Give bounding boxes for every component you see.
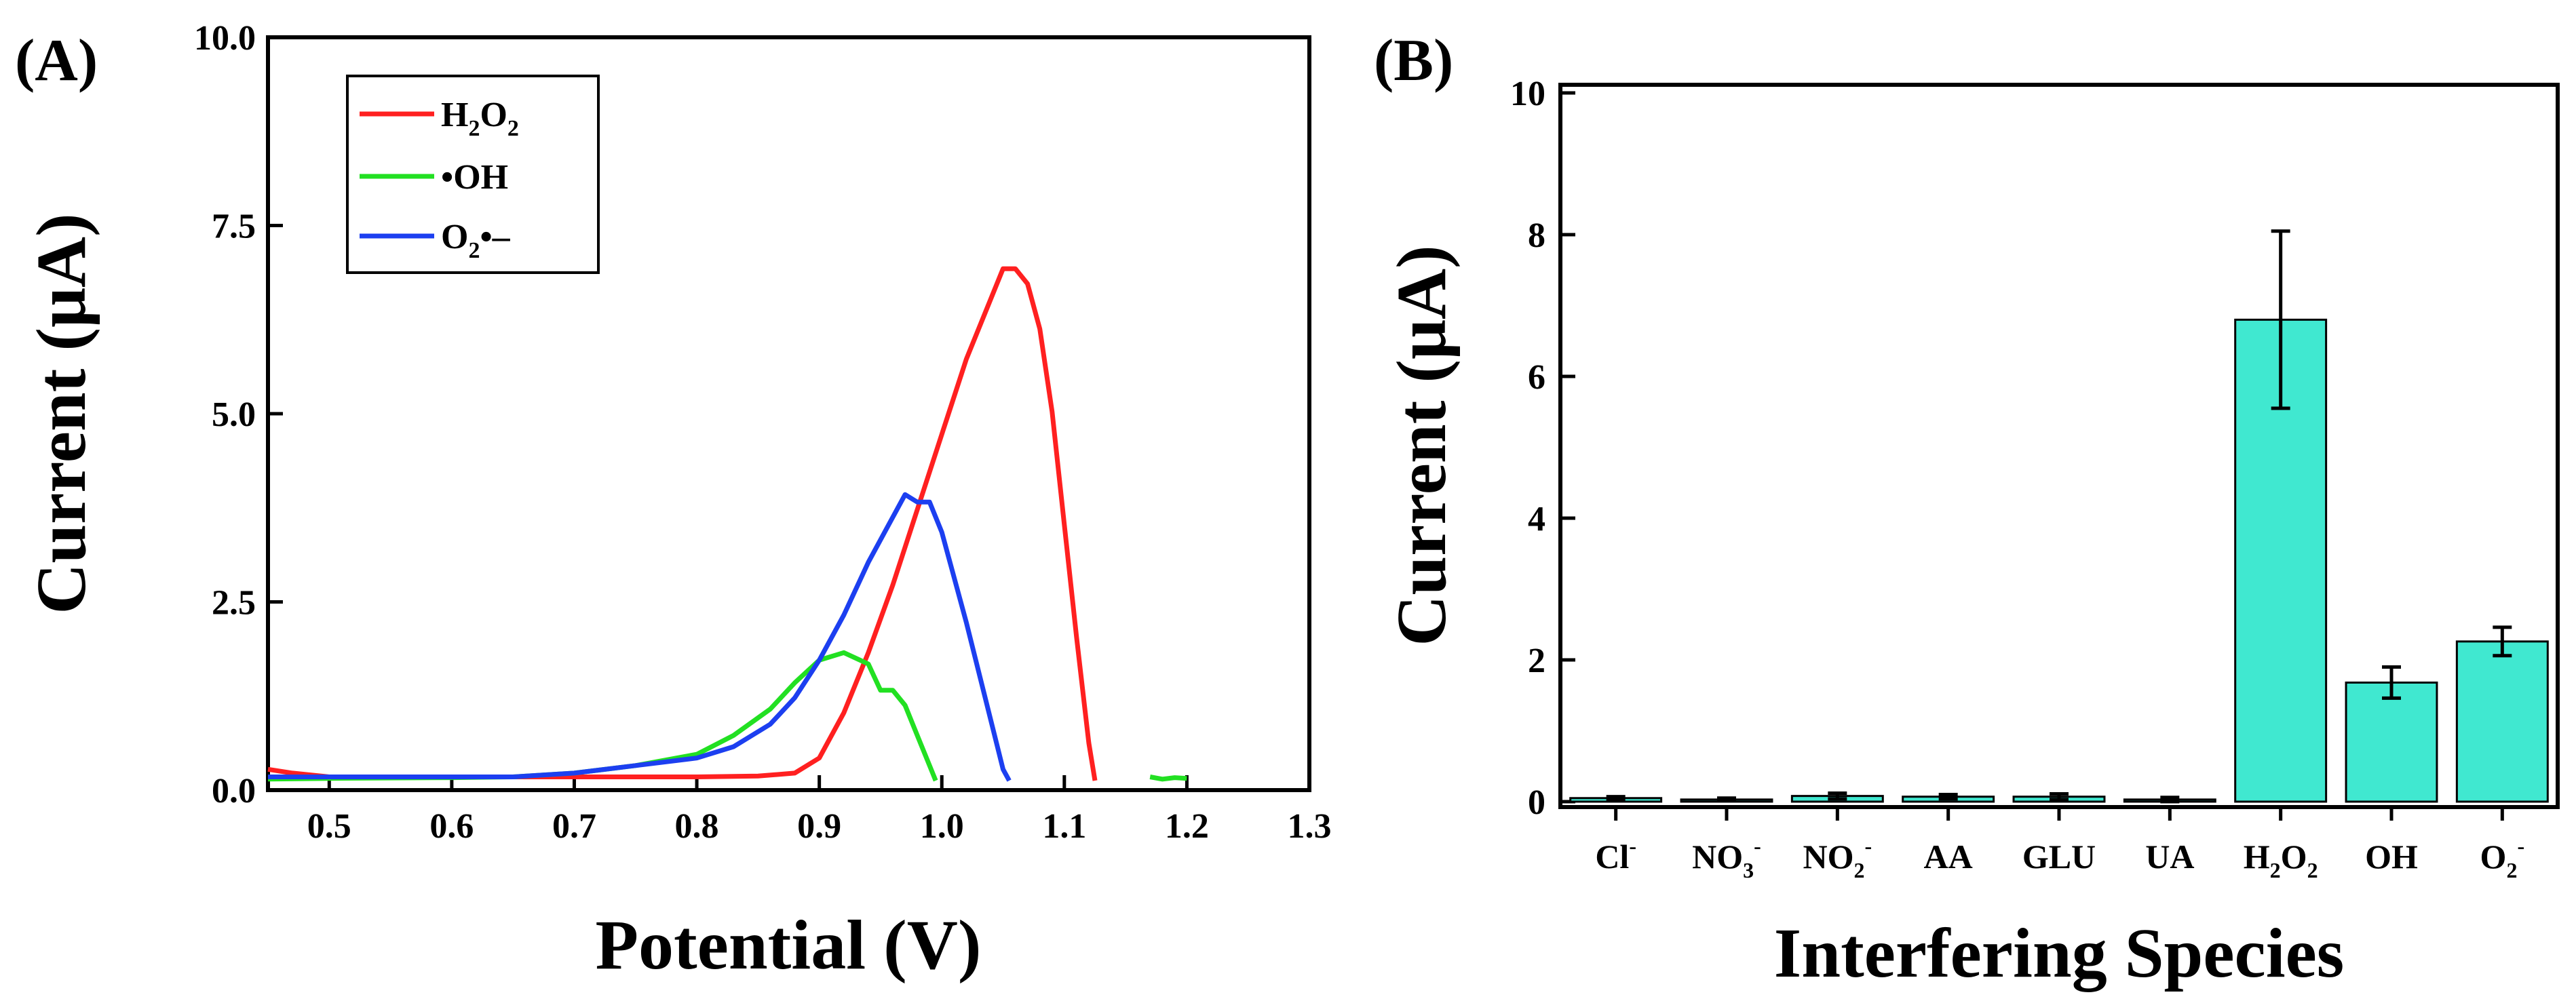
legend-label-oh: •OH — [441, 158, 508, 197]
panel-b-bars — [1569, 229, 2549, 804]
legend-label-superoxide: O2•– — [441, 218, 511, 263]
y-tick-label: 0 — [1528, 783, 1545, 822]
panel-a-legend: H2O2 •OH O2•– — [346, 75, 600, 274]
x-tick-label: OH — [2365, 838, 2418, 876]
y-tick-label: 5.0 — [212, 395, 256, 434]
x-tick-label: NO3- — [1692, 834, 1761, 882]
y-tick-label: 8 — [1528, 216, 1545, 255]
panel-a-y-axis: 0.0 2.5 5.0 7.5 10.0 — [194, 19, 283, 810]
panel-a-x-axis-label: Potential (V) — [596, 906, 982, 984]
x-tick-label: 0.5 — [307, 807, 351, 846]
y-tick-label: 10 — [1510, 75, 1545, 113]
x-tick-label: 1.3 — [1288, 807, 1332, 846]
series-line-superoxide — [268, 492, 1012, 782]
x-tick-label: 0.8 — [675, 807, 719, 846]
panel-a-label: (A) — [15, 28, 98, 94]
y-tick-label: 7.5 — [212, 208, 256, 246]
bar — [2345, 681, 2438, 803]
x-tick-label: Cl- — [1595, 834, 1636, 876]
panel-b-x-axis-label: Interfering Species — [1774, 914, 2344, 992]
y-tick-label: 4 — [1528, 500, 1545, 538]
panel-a-series-lines — [267, 266, 1187, 782]
series-line-h2o2 — [267, 266, 1098, 781]
y-tick-label: 0.0 — [212, 772, 256, 810]
series-line-oh-tail — [1149, 775, 1187, 782]
panel-a-line-chart: (A) 0.5 0.6 0.7 0.8 0.9 1.0 1.1 1.2 1.3 0.0 2.5 5.… — [15, 19, 1332, 984]
y-tick-label: 6 — [1528, 358, 1545, 397]
x-tick-label: AA — [1924, 838, 1973, 876]
x-tick-label: 1.1 — [1042, 807, 1086, 846]
y-tick-label: 2 — [1528, 642, 1545, 680]
legend-label-h2o2: H2O2 — [441, 96, 519, 141]
x-tick-label: 1.2 — [1165, 807, 1209, 846]
bar — [2455, 640, 2549, 803]
panel-b-x-axis: Cl- NO3- NO2- AA GLU UA H2O2 OH O2- — [1595, 807, 2524, 882]
x-tick-label: 0.6 — [429, 807, 474, 846]
x-tick-label: H2O2 — [2244, 838, 2318, 882]
panel-b-label: (B) — [1374, 28, 1453, 94]
panel-a-x-axis: 0.5 0.6 0.7 0.8 0.9 1.0 1.1 1.2 1.3 — [307, 775, 1332, 846]
x-tick-label: 1.0 — [920, 807, 964, 846]
x-tick-label: O2- — [2480, 834, 2525, 882]
x-tick-label: NO2- — [1803, 834, 1872, 882]
x-tick-label: UA — [2145, 838, 2194, 876]
x-tick-label: 0.7 — [552, 807, 596, 846]
series-line-oh — [267, 650, 938, 782]
x-tick-label: GLU — [2022, 838, 2096, 876]
panel-a-y-axis-label: Current (μA) — [22, 213, 100, 614]
panel-b-y-axis-label: Current (μA) — [1383, 245, 1461, 646]
y-tick-label: 10.0 — [194, 19, 256, 58]
y-tick-label: 2.5 — [212, 584, 256, 623]
x-tick-label: 0.9 — [797, 807, 841, 846]
panel-b-y-axis: 0 2 4 6 8 10 — [1510, 75, 1575, 822]
